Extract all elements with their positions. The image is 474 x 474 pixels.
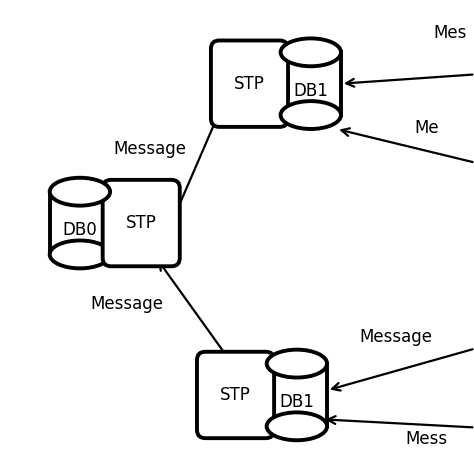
Ellipse shape xyxy=(281,38,341,66)
Bar xyxy=(267,364,327,426)
Bar xyxy=(281,52,341,115)
FancyBboxPatch shape xyxy=(211,40,288,127)
Ellipse shape xyxy=(267,350,327,377)
Ellipse shape xyxy=(281,101,341,129)
Text: STP: STP xyxy=(126,214,157,232)
Text: STP: STP xyxy=(234,75,265,93)
Text: Message: Message xyxy=(359,328,432,346)
Text: DB0: DB0 xyxy=(63,221,97,239)
Text: DB1: DB1 xyxy=(280,393,314,411)
Text: Message: Message xyxy=(91,295,164,313)
Ellipse shape xyxy=(267,412,327,440)
Text: Message: Message xyxy=(114,140,187,158)
Text: STP: STP xyxy=(220,386,251,404)
Text: Mess: Mess xyxy=(406,430,448,448)
Text: Me: Me xyxy=(415,119,439,137)
Ellipse shape xyxy=(50,178,110,206)
FancyBboxPatch shape xyxy=(197,352,274,438)
Bar xyxy=(50,191,110,255)
Ellipse shape xyxy=(50,240,110,268)
Text: Mes: Mes xyxy=(433,24,467,42)
FancyBboxPatch shape xyxy=(103,180,180,266)
Text: DB1: DB1 xyxy=(293,82,328,100)
